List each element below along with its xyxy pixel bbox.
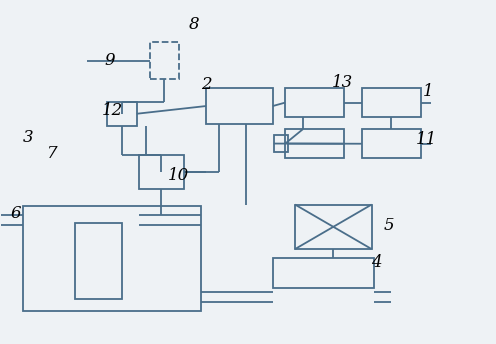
Bar bbox=[273, 258, 374, 289]
Bar bbox=[23, 206, 201, 311]
Bar bbox=[362, 129, 421, 158]
Text: 12: 12 bbox=[101, 102, 123, 119]
Text: 3: 3 bbox=[23, 129, 33, 146]
Bar bbox=[295, 205, 372, 249]
Text: 2: 2 bbox=[201, 76, 211, 93]
Bar bbox=[285, 88, 344, 117]
Text: 5: 5 bbox=[383, 217, 394, 234]
Bar bbox=[362, 88, 421, 117]
Text: 8: 8 bbox=[188, 16, 199, 33]
Bar bbox=[139, 155, 184, 189]
Text: 6: 6 bbox=[10, 205, 21, 222]
Bar bbox=[285, 129, 344, 158]
Text: 11: 11 bbox=[416, 131, 436, 148]
Bar bbox=[206, 88, 273, 124]
Text: 13: 13 bbox=[331, 74, 353, 92]
Text: 10: 10 bbox=[168, 167, 189, 184]
Bar bbox=[107, 102, 137, 126]
Text: 7: 7 bbox=[47, 145, 58, 162]
Bar bbox=[150, 42, 179, 79]
Bar bbox=[75, 223, 122, 299]
Bar bbox=[274, 135, 288, 152]
Text: 4: 4 bbox=[372, 254, 382, 271]
Text: 9: 9 bbox=[104, 52, 115, 69]
Text: 1: 1 bbox=[423, 83, 434, 100]
